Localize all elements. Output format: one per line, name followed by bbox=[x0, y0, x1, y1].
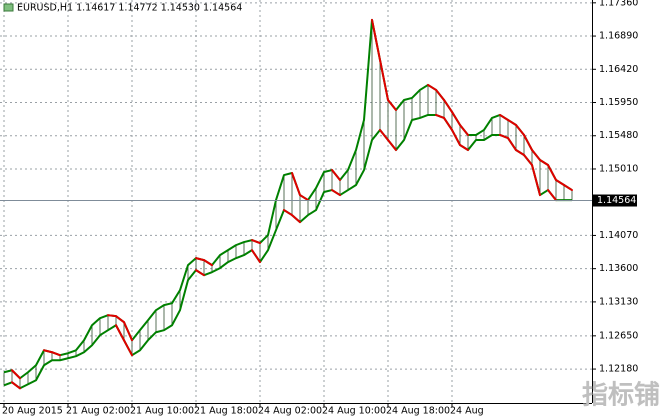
x-tick-label: 24 Aug bbox=[450, 406, 484, 417]
falling-segment bbox=[499, 133, 509, 140]
grid bbox=[0, 0, 592, 403]
x-tick-label: 24 Aug 10:00 bbox=[322, 406, 386, 417]
falling-segment bbox=[123, 339, 133, 357]
falling-segment bbox=[387, 98, 397, 111]
falling-segment bbox=[387, 138, 397, 152]
falling-segment bbox=[547, 164, 557, 182]
falling-segment bbox=[443, 98, 453, 113]
falling-segment bbox=[51, 351, 61, 357]
falling-segment bbox=[539, 158, 549, 167]
falling-segment bbox=[371, 18, 381, 61]
y-tick-label: 1.16420 bbox=[599, 64, 638, 75]
y-tick-label: 1.15010 bbox=[599, 163, 638, 174]
falling-segment bbox=[451, 128, 461, 147]
falling-segment bbox=[523, 153, 533, 167]
falling-segment bbox=[499, 113, 509, 121]
last-price-box bbox=[593, 194, 637, 207]
falling-segment bbox=[251, 249, 261, 264]
y-tick-label: 1.15950 bbox=[599, 97, 638, 108]
falling-segment bbox=[427, 83, 437, 91]
y-tick-label: 1.14070 bbox=[599, 230, 638, 241]
falling-segment bbox=[291, 214, 301, 224]
falling-segment bbox=[547, 189, 557, 202]
falling-segment bbox=[531, 149, 541, 161]
falling-segment bbox=[43, 349, 53, 354]
falling-segment bbox=[331, 189, 341, 197]
falling-segment bbox=[203, 259, 213, 267]
x-tick-label: 24 Aug 02:00 bbox=[258, 406, 322, 417]
falling-segment bbox=[459, 144, 469, 152]
falling-segment bbox=[11, 369, 21, 380]
falling-segment bbox=[563, 184, 573, 192]
x-tick-label: 24 Aug 18:00 bbox=[386, 406, 450, 417]
y-tick-label: 1.12650 bbox=[599, 330, 638, 341]
chart-title: EURUSD,H1 1.14617 1.14772 1.14530 1.1456… bbox=[17, 3, 242, 14]
falling-segment bbox=[123, 321, 133, 342]
y-tick-label: 1.13600 bbox=[599, 263, 638, 274]
series-line bbox=[3, 18, 573, 380]
falling-segment bbox=[531, 164, 541, 197]
falling-segment bbox=[443, 116, 453, 131]
falling-segment bbox=[115, 324, 125, 342]
y-tick-label: 1.17360 bbox=[599, 0, 638, 8]
falling-segment bbox=[451, 110, 461, 127]
falling-segment bbox=[459, 124, 469, 136]
plot-area bbox=[3, 18, 573, 390]
falling-segment bbox=[379, 128, 389, 141]
falling-segment bbox=[515, 124, 525, 136]
falling-segment bbox=[515, 149, 525, 156]
falling-segment bbox=[507, 118, 517, 127]
x-tick-label: 21 Aug 02:00 bbox=[66, 406, 130, 417]
falling-segment bbox=[435, 113, 445, 119]
last-price-label: 1.14564 bbox=[597, 195, 636, 206]
falling-segment bbox=[251, 239, 261, 245]
falling-segment bbox=[195, 269, 205, 277]
x-tick-label: 21 Aug 18:00 bbox=[194, 406, 258, 417]
falling-segment bbox=[523, 133, 533, 152]
x-tick-label: 21 Aug 10:00 bbox=[130, 406, 194, 417]
y-tick-label: 1.15480 bbox=[599, 130, 638, 141]
falling-segment bbox=[107, 314, 117, 318]
falling-segment bbox=[507, 137, 517, 152]
falling-segment bbox=[115, 315, 125, 324]
falling-segment bbox=[283, 209, 293, 217]
falling-segment bbox=[195, 257, 205, 262]
falling-segment bbox=[291, 172, 301, 197]
falling-segment bbox=[379, 58, 389, 101]
y-tick-label: 1.12180 bbox=[599, 364, 638, 375]
falling-segment bbox=[299, 194, 309, 202]
y-tick-label: 1.16890 bbox=[599, 31, 638, 42]
symbol-icon bbox=[3, 3, 14, 12]
falling-segment bbox=[11, 381, 21, 390]
falling-segment bbox=[435, 88, 445, 101]
falling-segment bbox=[331, 169, 341, 182]
falling-segment bbox=[555, 179, 565, 187]
x-tick-label: 20 Aug 2015 bbox=[2, 406, 63, 417]
y-tick-label: 1.13130 bbox=[599, 296, 638, 307]
watermark: 指标铺 bbox=[582, 381, 660, 411]
